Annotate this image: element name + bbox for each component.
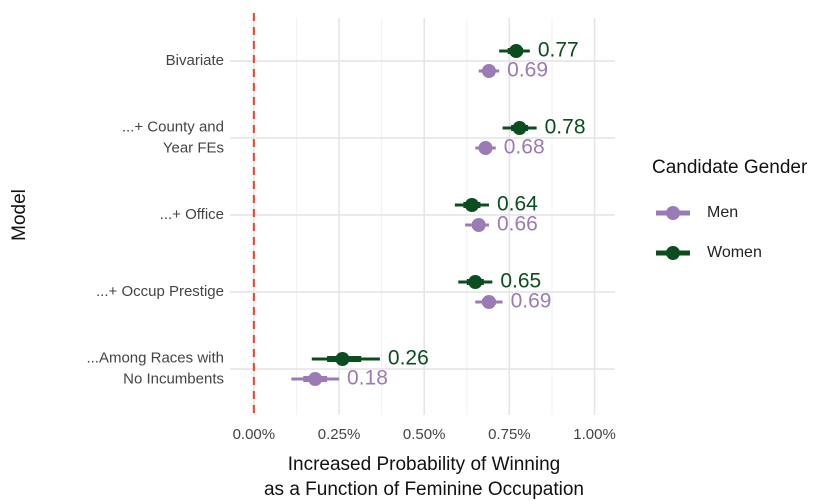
data-label: 0.65	[500, 270, 541, 293]
legend-key	[666, 206, 680, 220]
data-label: 0.26	[388, 347, 429, 370]
y-tick-label: ...+ Office	[160, 206, 224, 223]
x-tick-label: 0.00%	[233, 426, 276, 443]
y-tick-label: No Incumbents	[123, 370, 224, 387]
data-label: 0.68	[504, 136, 545, 159]
y-tick-label: ...Among Races with	[86, 349, 224, 366]
y-tick-label: Bivariate	[166, 52, 224, 69]
point	[308, 372, 323, 386]
y-tick-label: ...+ County and	[122, 118, 224, 135]
x-tick-label: 0.50%	[403, 426, 446, 443]
x-tick-label: 0.25%	[318, 426, 361, 443]
data-label: 0.78	[545, 116, 586, 139]
x-axis-label: as a Function of Feminine Occupation	[264, 479, 584, 500]
data-label: 0.77	[538, 39, 579, 62]
y-axis-label: Model	[9, 189, 30, 241]
legend-label: Women	[707, 244, 762, 261]
legend-label: Men	[707, 204, 738, 221]
data-label: 0.69	[507, 59, 548, 82]
point	[478, 141, 493, 155]
data-label: 0.69	[511, 290, 552, 313]
point	[335, 352, 350, 366]
legend-key	[666, 246, 680, 260]
x-tick-label: 1.00%	[573, 426, 616, 443]
point	[481, 64, 496, 78]
point	[464, 198, 479, 212]
data-label: 0.18	[347, 367, 388, 390]
data-label: 0.66	[497, 213, 538, 236]
data-label: 0.64	[497, 193, 538, 216]
point	[509, 44, 524, 58]
point	[512, 121, 527, 135]
point	[481, 295, 496, 309]
point	[468, 275, 483, 289]
x-tick-label: 0.75%	[488, 426, 531, 443]
y-tick-label: ...+ Occup Prestige	[96, 283, 224, 300]
legend-title: Candidate Gender	[652, 157, 808, 178]
point	[471, 218, 486, 232]
y-tick-label: Year FEs	[163, 139, 224, 156]
x-axis-label: Increased Probability of Winning	[288, 454, 560, 475]
